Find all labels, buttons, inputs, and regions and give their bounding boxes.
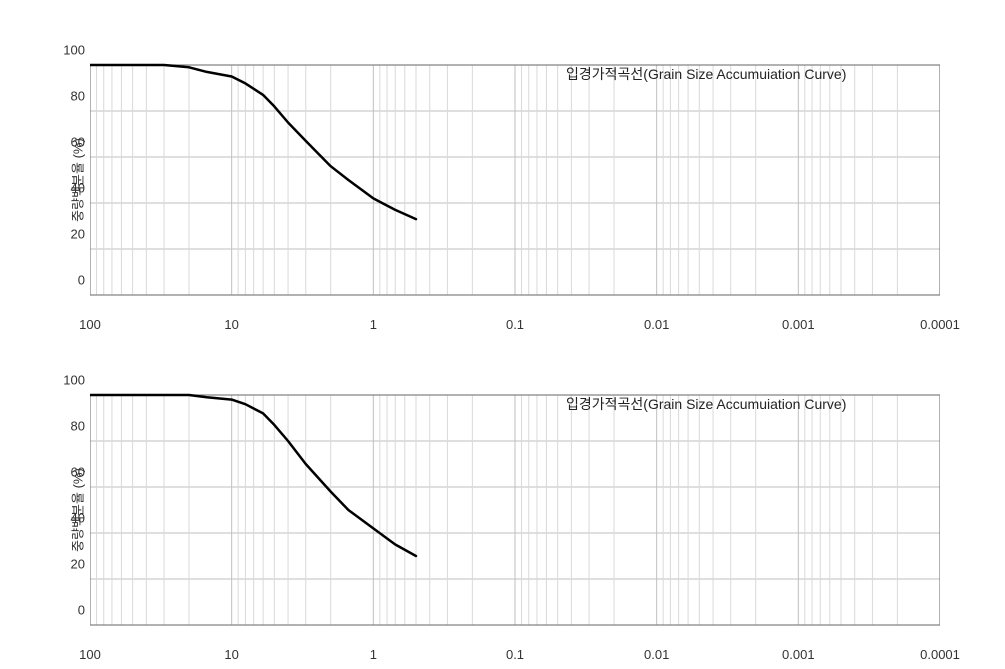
chart-plot-area [90, 50, 940, 310]
x-tick-label: 0.1 [506, 647, 524, 662]
x-tick-label: 0.0001 [920, 647, 960, 662]
chart-title: 입경가적곡선(Grain Size Accumuiation Curve) [566, 394, 846, 414]
chart-plot-area [90, 380, 940, 640]
grain-size-chart-1: 중량백분율 (%) 입경가적곡선(Grain Size Accumuiation… [90, 50, 940, 310]
x-tick-label: 0.001 [782, 647, 815, 662]
x-tick-label: 0.01 [644, 647, 669, 662]
grain-size-chart-2: 중량백분율 (%) 입경가적곡선(Grain Size Accumuiation… [90, 380, 940, 640]
x-tick-label: 100 [79, 647, 101, 662]
chart-title: 입경가적곡선(Grain Size Accumuiation Curve) [566, 64, 846, 84]
y-tick-label: 60 [50, 465, 85, 480]
x-tick-label: 0.1 [506, 317, 524, 332]
x-tick-label: 0.01 [644, 317, 669, 332]
x-tick-label: 10 [224, 647, 238, 662]
y-tick-label: 100 [50, 373, 85, 388]
x-tick-label: 100 [79, 317, 101, 332]
y-tick-label: 100 [50, 43, 85, 58]
y-tick-label: 40 [50, 181, 85, 196]
y-tick-label: 0 [50, 273, 85, 288]
y-tick-label: 20 [50, 227, 85, 242]
y-tick-label: 80 [50, 419, 85, 434]
x-tick-label: 0.001 [782, 317, 815, 332]
y-tick-label: 40 [50, 511, 85, 526]
x-tick-label: 0.0001 [920, 317, 960, 332]
y-tick-label: 80 [50, 89, 85, 104]
y-tick-label: 60 [50, 135, 85, 150]
x-tick-label: 1 [370, 317, 377, 332]
x-tick-label: 10 [224, 317, 238, 332]
y-tick-label: 20 [50, 557, 85, 572]
x-tick-label: 1 [370, 647, 377, 662]
y-tick-label: 0 [50, 603, 85, 618]
